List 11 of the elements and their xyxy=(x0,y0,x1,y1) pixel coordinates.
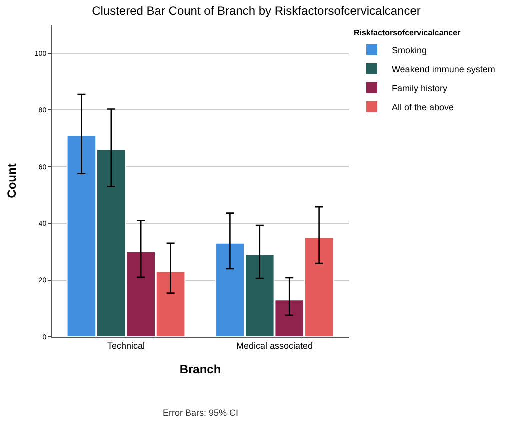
legend-label: All of the above xyxy=(392,102,454,112)
x-tick-label: Medical associated xyxy=(236,340,314,351)
y-axis-title: Count xyxy=(5,164,20,198)
legend-label: Weakend immune system xyxy=(392,64,496,74)
x-axis-title: Branch xyxy=(180,362,222,377)
text: Error Bars: 95% CI xyxy=(163,408,239,418)
legend-title: Riskfactorsofcervicalcancer xyxy=(354,28,461,38)
chart-title: Clustered Bar Count of Branch by Riskfactorsofcervicalcancer xyxy=(92,4,421,18)
legend-label: Family history xyxy=(392,83,448,94)
legend-label: Smoking xyxy=(392,45,427,56)
x-tick-label: Technical xyxy=(107,340,146,351)
